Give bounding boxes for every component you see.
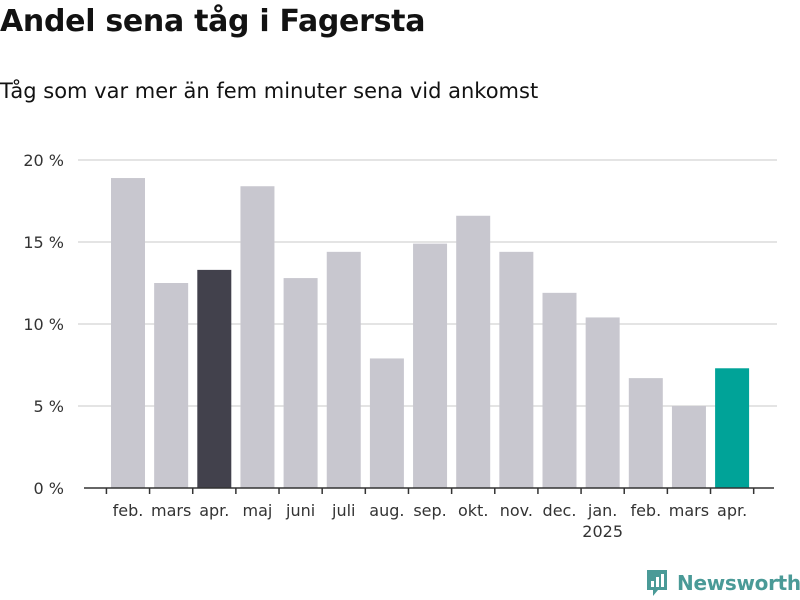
brand-logo: Newsworthy bbox=[645, 568, 800, 598]
x-tick-label: juni bbox=[285, 501, 315, 520]
newsworthy-icon bbox=[647, 570, 667, 596]
x-tick-label: maj bbox=[243, 501, 273, 520]
bar bbox=[499, 251, 534, 488]
bar bbox=[283, 278, 318, 488]
bar bbox=[542, 292, 577, 488]
y-tick-label: 10 % bbox=[23, 315, 64, 334]
bar bbox=[671, 406, 706, 488]
y-tick-label: 5 % bbox=[34, 397, 64, 416]
chart-title: Andel sena tåg i Fagersta bbox=[0, 4, 426, 39]
bar bbox=[585, 317, 620, 488]
x-tick-label: okt. bbox=[458, 501, 488, 520]
bar bbox=[456, 215, 491, 488]
y-tick-label: 15 % bbox=[23, 233, 64, 252]
x-tick-label: nov. bbox=[500, 501, 533, 520]
y-tick-label: 20 % bbox=[23, 151, 64, 170]
axis-layer: 0 % 5 % 10 % 15 % 20 % feb. mars apr. maj juni jul… bbox=[23, 151, 774, 541]
x-tick-label: feb. bbox=[630, 501, 661, 520]
bar bbox=[154, 283, 189, 488]
chart-subtitle: Tåg som var mer än fem minuter sena vid … bbox=[0, 79, 539, 103]
x-tick-label: feb. bbox=[113, 501, 144, 520]
x-tick-label: mars bbox=[151, 501, 191, 520]
bar bbox=[715, 368, 750, 488]
x-tick-label: apr. bbox=[199, 501, 229, 520]
x-tick-label: juli bbox=[331, 501, 355, 520]
bar bbox=[197, 269, 232, 488]
bar bbox=[240, 186, 275, 489]
x-tick-label: apr. bbox=[717, 501, 747, 520]
x-tick-label: jan. bbox=[587, 501, 617, 520]
x-tick-label: sep. bbox=[413, 501, 446, 520]
bar bbox=[111, 178, 145, 489]
bar-layer bbox=[111, 178, 750, 489]
x-tick-label: aug. bbox=[369, 501, 404, 520]
y-tick-label: 0 % bbox=[34, 479, 64, 498]
x-tick-label: mars bbox=[669, 501, 709, 520]
x-year-label: 2025 bbox=[582, 522, 623, 541]
brand-name: Newsworthy bbox=[677, 571, 800, 595]
x-tick-label: dec. bbox=[543, 501, 577, 520]
bar bbox=[413, 243, 448, 488]
bar bbox=[628, 378, 663, 488]
bar bbox=[369, 358, 404, 488]
bar bbox=[326, 251, 361, 488]
